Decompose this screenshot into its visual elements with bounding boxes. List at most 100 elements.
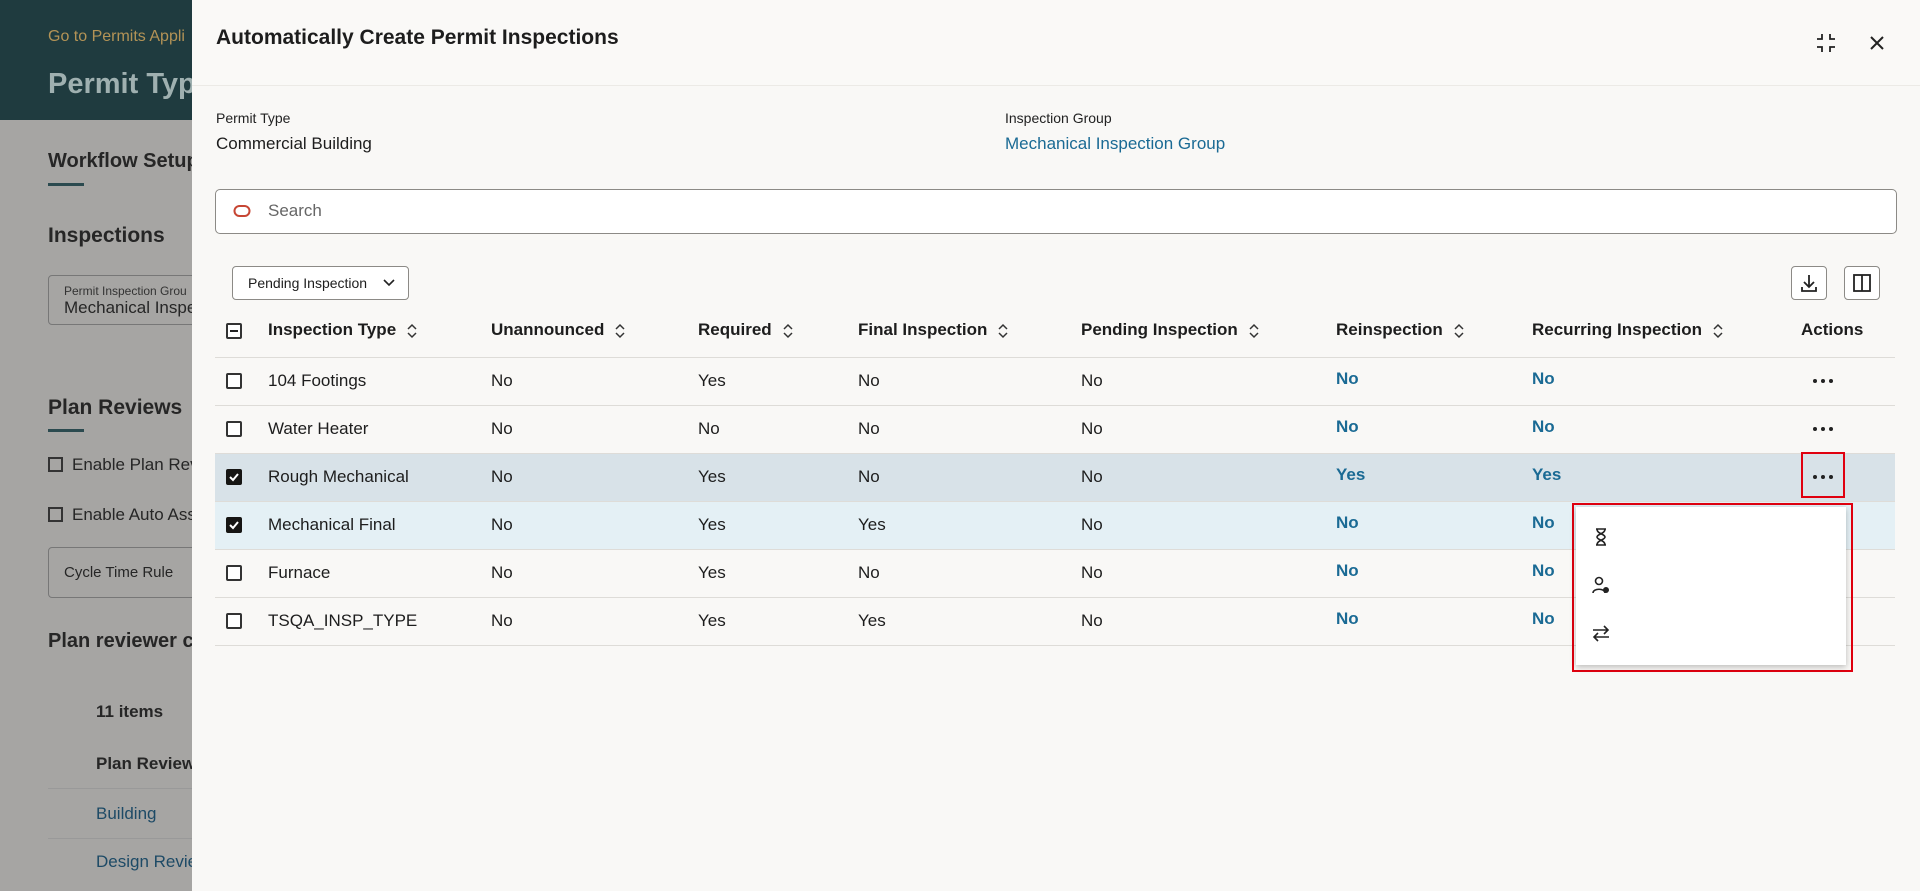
cell: No — [698, 419, 720, 438]
sort-icon — [614, 323, 626, 344]
column-header[interactable]: Pending Inspection — [1081, 320, 1238, 339]
cell-link[interactable]: No — [1532, 369, 1555, 388]
sort-icon — [1248, 323, 1260, 344]
column-header[interactable]: Final Inspection — [858, 320, 988, 339]
bg-link[interactable]: Go to Permits Appli — [48, 28, 185, 45]
bg-checkbox-label: Enable Auto Assi — [72, 505, 200, 524]
cell: No — [1081, 371, 1103, 390]
bg-checkbox-label: Enable Plan Revi — [72, 455, 203, 474]
row-highlight — [215, 454, 1895, 501]
cell: TSQA_INSP_TYPE — [268, 611, 418, 630]
bg-field-label: Cycle Time Rule — [64, 564, 174, 581]
highlight-box — [1572, 503, 1853, 672]
bg-checkbox[interactable] — [48, 457, 63, 472]
cell-link[interactable]: No — [1336, 369, 1359, 388]
cell: No — [491, 467, 513, 486]
cell: No — [1081, 419, 1103, 438]
dialog-title: Automatically Create Permit Inspections — [216, 26, 619, 49]
cell: Yes — [698, 467, 726, 486]
bg-row-link[interactable]: Building — [96, 804, 157, 823]
row-checkbox[interactable] — [226, 517, 242, 533]
tab-underline — [48, 183, 84, 186]
row-line — [215, 645, 1895, 646]
bg-heading: Inspections — [48, 224, 165, 247]
column-header[interactable]: Reinspection — [1336, 320, 1443, 339]
cell-link[interactable]: No — [1336, 513, 1359, 532]
dialog — [192, 0, 1920, 891]
sort-icon — [782, 323, 794, 344]
field-label: Inspection Group — [1005, 110, 1112, 126]
heading-underline — [48, 429, 84, 432]
cell: Yes — [858, 611, 886, 630]
cell: No — [1081, 611, 1103, 630]
sort-icon — [1712, 323, 1724, 344]
cell-link[interactable]: No — [1336, 417, 1359, 436]
cell: No — [491, 371, 513, 390]
cell-link[interactable]: Yes — [1532, 465, 1562, 484]
cell: No — [1081, 467, 1103, 486]
highlight-box — [1801, 452, 1845, 498]
bg-row-line — [48, 788, 198, 789]
bg-checkbox[interactable] — [48, 507, 63, 522]
cell-link[interactable]: No — [1336, 561, 1359, 580]
row-line — [215, 501, 1895, 502]
hourglass-icon — [1596, 528, 1606, 546]
actions-button[interactable] — [1810, 466, 1836, 493]
field-value[interactable]: Mechanical Inspection Group — [1005, 134, 1226, 153]
bg-row-line — [48, 838, 198, 839]
cell-link[interactable]: No — [1532, 513, 1555, 532]
column-header[interactable]: Recurring Inspection — [1532, 320, 1703, 339]
column-header[interactable]: Actions — [1801, 320, 1864, 339]
select-all[interactable] — [226, 323, 242, 339]
cell-link[interactable]: No — [1532, 561, 1555, 580]
row-line — [215, 597, 1895, 598]
row-checkbox[interactable] — [226, 613, 242, 629]
cell: No — [491, 419, 513, 438]
column-header[interactable]: Inspection Type — [268, 320, 397, 339]
filter-button[interactable] — [232, 266, 409, 300]
cell-link[interactable]: No — [1336, 609, 1359, 628]
row-line — [215, 405, 1895, 406]
person-icon — [1592, 576, 1609, 594]
cell: No — [491, 515, 513, 534]
bg-heading: Plan Reviews — [48, 396, 183, 419]
cell: Yes — [698, 515, 726, 534]
cell-link[interactable]: No — [1532, 417, 1555, 436]
download-button[interactable] — [1791, 266, 1827, 300]
row-checkbox[interactable] — [226, 373, 242, 389]
search-box[interactable] — [215, 189, 1897, 234]
bg-count: 11 items — [96, 702, 164, 721]
column-header[interactable]: Unannounced — [491, 320, 605, 339]
bg-field-label: Permit Inspection Grou — [64, 284, 187, 298]
cell-link[interactable]: Yes — [1336, 465, 1366, 484]
cell: Furnace — [268, 563, 331, 582]
cell: Yes — [698, 371, 726, 390]
row-line — [215, 453, 1895, 454]
field-label: Permit Type — [216, 110, 291, 126]
actions-button[interactable] — [1810, 370, 1836, 397]
row-checkbox[interactable] — [226, 565, 242, 581]
close-icon[interactable] — [1868, 34, 1886, 52]
row-checkbox[interactable] — [226, 421, 242, 437]
bg-column: Plan Reviewe — [96, 754, 205, 773]
collapse-icon[interactable] — [1816, 33, 1836, 53]
cell: No — [491, 611, 513, 630]
cell: Rough Mechanical — [268, 467, 409, 486]
cell-link[interactable]: No — [1532, 609, 1555, 628]
sort-icon — [406, 323, 418, 344]
columns-button[interactable] — [1844, 266, 1880, 300]
bg-row-link[interactable]: Design Revie — [96, 852, 198, 871]
dialog-header — [192, 0, 1920, 86]
row-checkbox[interactable] — [226, 469, 242, 485]
cell: Yes — [698, 563, 726, 582]
field-value: Commercial Building — [216, 134, 372, 153]
column-header[interactable]: Required — [698, 320, 772, 339]
actions-button[interactable] — [1810, 418, 1836, 445]
cell: Yes — [698, 611, 726, 630]
bg-tab[interactable]: Workflow Setup — [48, 150, 199, 172]
row-line — [215, 549, 1895, 550]
cell: No — [1081, 563, 1103, 582]
cell: Yes — [858, 515, 886, 534]
repeat-icon — [1592, 625, 1610, 642]
